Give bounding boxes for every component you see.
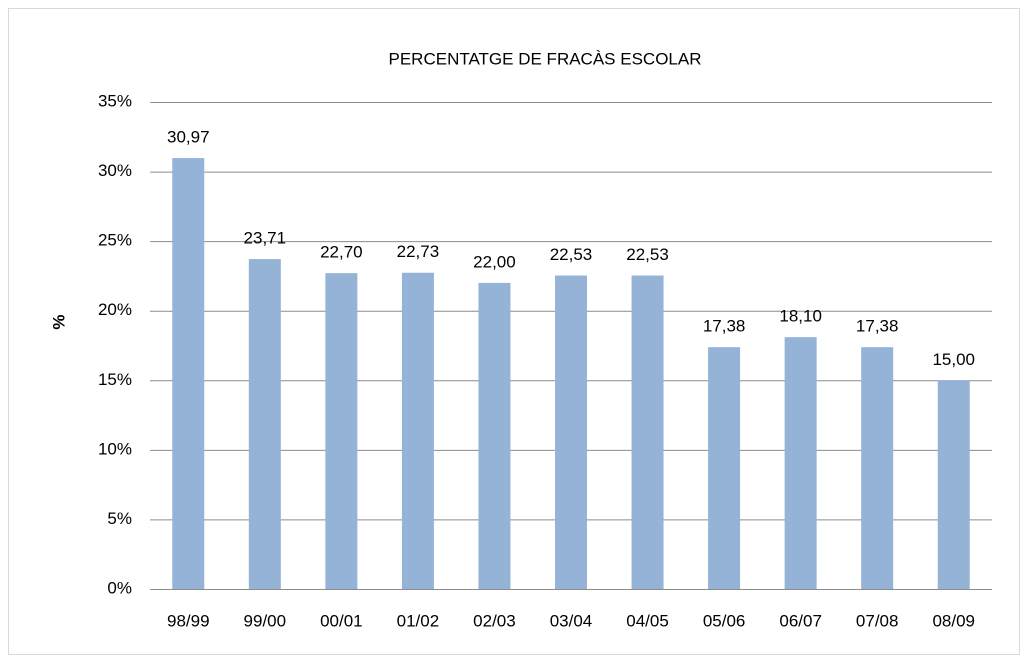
bar — [401, 272, 434, 589]
x-tick-label: 01/02 — [397, 611, 440, 630]
x-tick-label: 02/03 — [473, 611, 516, 630]
bar — [325, 273, 358, 589]
x-tick-label: 00/01 — [320, 611, 363, 630]
y-tick-label: 35% — [98, 91, 132, 110]
y-tick-label: 5% — [107, 509, 132, 528]
value-label: 22,53 — [550, 245, 593, 264]
bar — [555, 275, 587, 589]
x-tick-label: 99/00 — [244, 611, 287, 630]
value-label: 23,71 — [244, 229, 287, 248]
y-tick-label: 15% — [98, 370, 132, 389]
x-tick-label: 06/07 — [779, 611, 822, 630]
chart-title: PERCENTATGE DE FRACÀS ESCOLAR — [389, 49, 702, 68]
bar — [937, 380, 970, 589]
value-label: 18,10 — [779, 307, 822, 326]
value-label: 22,00 — [473, 252, 516, 271]
value-label: 22,53 — [626, 245, 669, 264]
x-tick-label: 98/99 — [167, 611, 210, 630]
bar — [172, 158, 205, 589]
y-tick-label: 0% — [107, 578, 132, 597]
bar — [631, 275, 664, 589]
bar — [784, 337, 817, 589]
value-label: 22,70 — [320, 243, 363, 262]
value-label: 15,00 — [932, 350, 975, 369]
x-tick-label: 08/09 — [932, 611, 975, 630]
x-tick-label: 07/08 — [856, 611, 899, 630]
x-tick-label: 05/06 — [703, 611, 746, 630]
value-label: 17,38 — [856, 317, 899, 336]
bar — [248, 259, 281, 589]
y-tick-label: 20% — [98, 300, 132, 319]
x-tick-label: 03/04 — [550, 611, 593, 630]
y-axis-label: % — [49, 314, 68, 329]
y-tick-label: 10% — [98, 439, 132, 458]
bar — [478, 282, 511, 589]
value-label: 30,97 — [167, 128, 210, 147]
y-tick-label: 25% — [98, 231, 132, 250]
y-tick-label: 30% — [98, 161, 132, 180]
value-label: 17,38 — [703, 317, 746, 336]
value-label: 22,73 — [397, 242, 440, 261]
x-tick-label: 04/05 — [626, 611, 669, 630]
bar — [708, 347, 741, 589]
bar — [861, 347, 894, 589]
